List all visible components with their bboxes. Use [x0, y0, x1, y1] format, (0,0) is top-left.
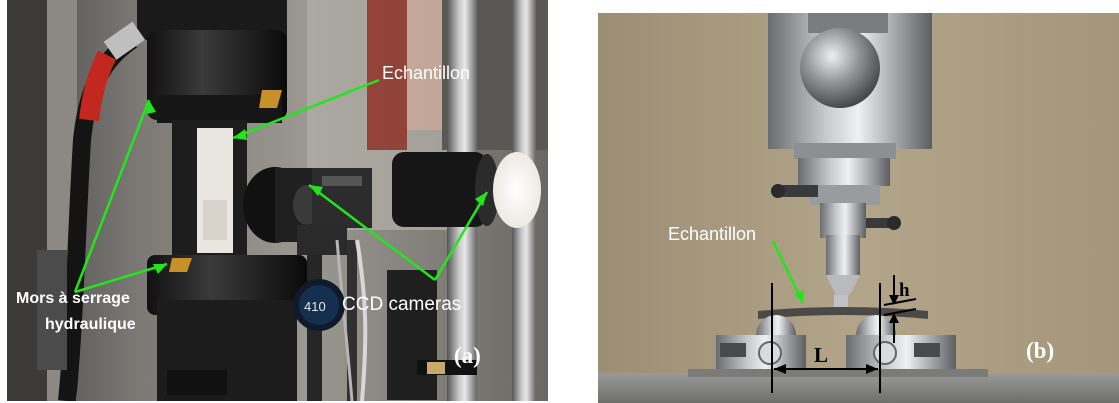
photo-b-canvas: Echantillon h L (b): [598, 13, 1119, 403]
label-specimen-b: Echantillon: [668, 224, 756, 244]
label-specimen-a: Echantillon: [382, 63, 470, 83]
panel-label-b: (b): [1026, 338, 1054, 363]
photo-bending-test-setup: Echantillon h L (b): [598, 13, 1119, 403]
panel-label-a: (a): [454, 343, 481, 368]
label-grips-line1: Mors à serrage: [16, 290, 130, 307]
dimension-arrowheads-b: [774, 295, 899, 374]
photo-tensile-test-setup: Echantillon Mors à serrage hydraulique C…: [7, 0, 548, 401]
label-span: L: [814, 343, 828, 367]
lens-marking: 410: [304, 299, 326, 314]
annotation-arrowheads-a: [146, 100, 487, 274]
label-cameras: CCD cameras: [342, 294, 461, 315]
label-grips-line2: hydraulique: [45, 316, 136, 333]
annotation-arrows-a: [73, 78, 489, 294]
photo-a-canvas: Echantillon Mors à serrage hydraulique C…: [7, 0, 548, 401]
label-thickness: h: [899, 280, 910, 301]
annotation-arrowhead-b: [794, 290, 804, 303]
